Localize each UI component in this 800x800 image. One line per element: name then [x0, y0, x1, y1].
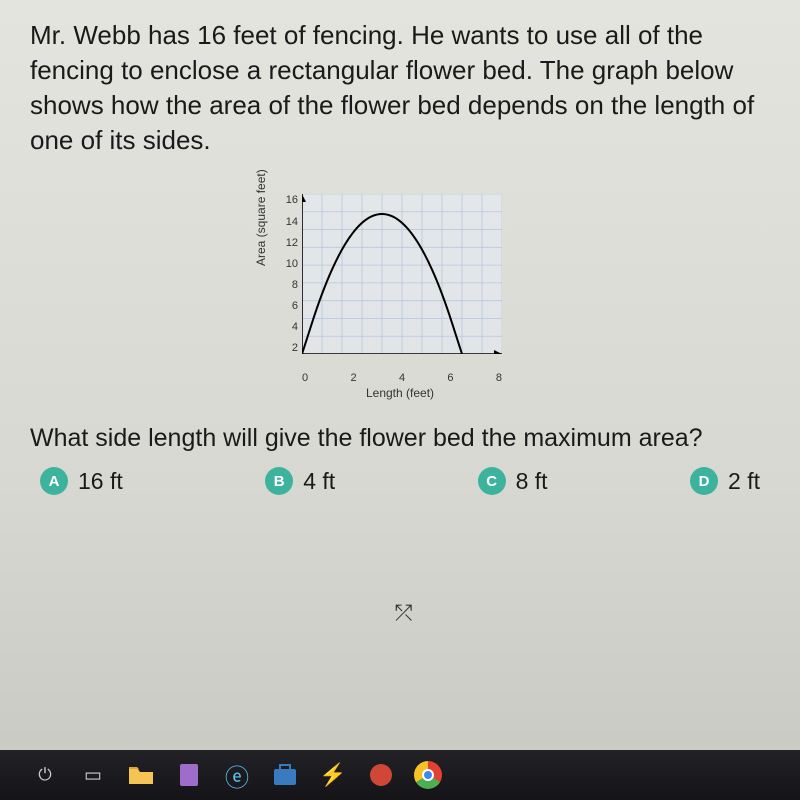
x-tick: 6: [447, 372, 453, 384]
task-view-icon[interactable]: ▭: [78, 760, 108, 790]
plot-area: [302, 194, 502, 354]
folder-icon[interactable]: [126, 760, 156, 790]
taskbar: ⏻ ▭ ⓔ ⚡: [0, 750, 800, 800]
y-tick: 8: [278, 279, 298, 291]
y-axis-label: Area (square feet): [254, 170, 268, 267]
power-icon[interactable]: ⏻: [30, 760, 60, 790]
y-tick: 16: [278, 194, 298, 206]
answer-badge: D: [690, 467, 718, 495]
edge-icon[interactable]: ⓔ: [222, 760, 252, 790]
x-tick: 8: [496, 372, 502, 384]
x-axis-label: Length (feet): [366, 386, 434, 400]
cursor-icon: ⤱: [395, 600, 413, 626]
y-tick: 4: [278, 321, 298, 333]
y-tick: 2: [278, 342, 298, 354]
answer-text: 16 ft: [78, 468, 123, 495]
answer-badge: C: [478, 467, 506, 495]
app-icon[interactable]: [366, 760, 396, 790]
answer-option-a[interactable]: A 16 ft: [40, 467, 123, 495]
x-ticks: 0 2 4 6 8: [302, 372, 502, 384]
question-text: Mr. Webb has 16 feet of fencing. He want…: [0, 0, 800, 168]
y-tick: 6: [278, 300, 298, 312]
chrome-icon[interactable]: [414, 761, 442, 789]
prompt-text: What side length will give the flower be…: [0, 404, 800, 457]
y-tick: 14: [278, 216, 298, 228]
answer-badge: A: [40, 467, 68, 495]
answer-option-b[interactable]: B 4 ft: [265, 467, 335, 495]
answer-option-c[interactable]: C 8 ft: [478, 467, 548, 495]
answer-row: A 16 ft B 4 ft C 8 ft D 2 ft: [0, 457, 800, 495]
chart-svg: [302, 194, 502, 354]
y-tick: 12: [278, 237, 298, 249]
answer-text: 4 ft: [303, 468, 335, 495]
y-tick: 10: [278, 258, 298, 270]
store-icon[interactable]: [270, 760, 300, 790]
answer-text: 8 ft: [516, 468, 548, 495]
answer-option-d[interactable]: D 2 ft: [690, 467, 760, 495]
chart-container: Area (square feet) 16 14 12 10 8 6 4 2 0…: [0, 186, 800, 396]
y-ticks: 16 14 12 10 8 6 4 2: [278, 194, 298, 354]
answer-badge: B: [265, 467, 293, 495]
x-tick: 4: [399, 372, 405, 384]
answer-text: 2 ft: [728, 468, 760, 495]
x-tick: 0: [302, 372, 308, 384]
x-tick: 2: [350, 372, 356, 384]
file-icon[interactable]: [174, 760, 204, 790]
bolt-icon[interactable]: ⚡: [318, 760, 348, 790]
chart-wrap: Area (square feet) 16 14 12 10 8 6 4 2 0…: [270, 186, 530, 396]
